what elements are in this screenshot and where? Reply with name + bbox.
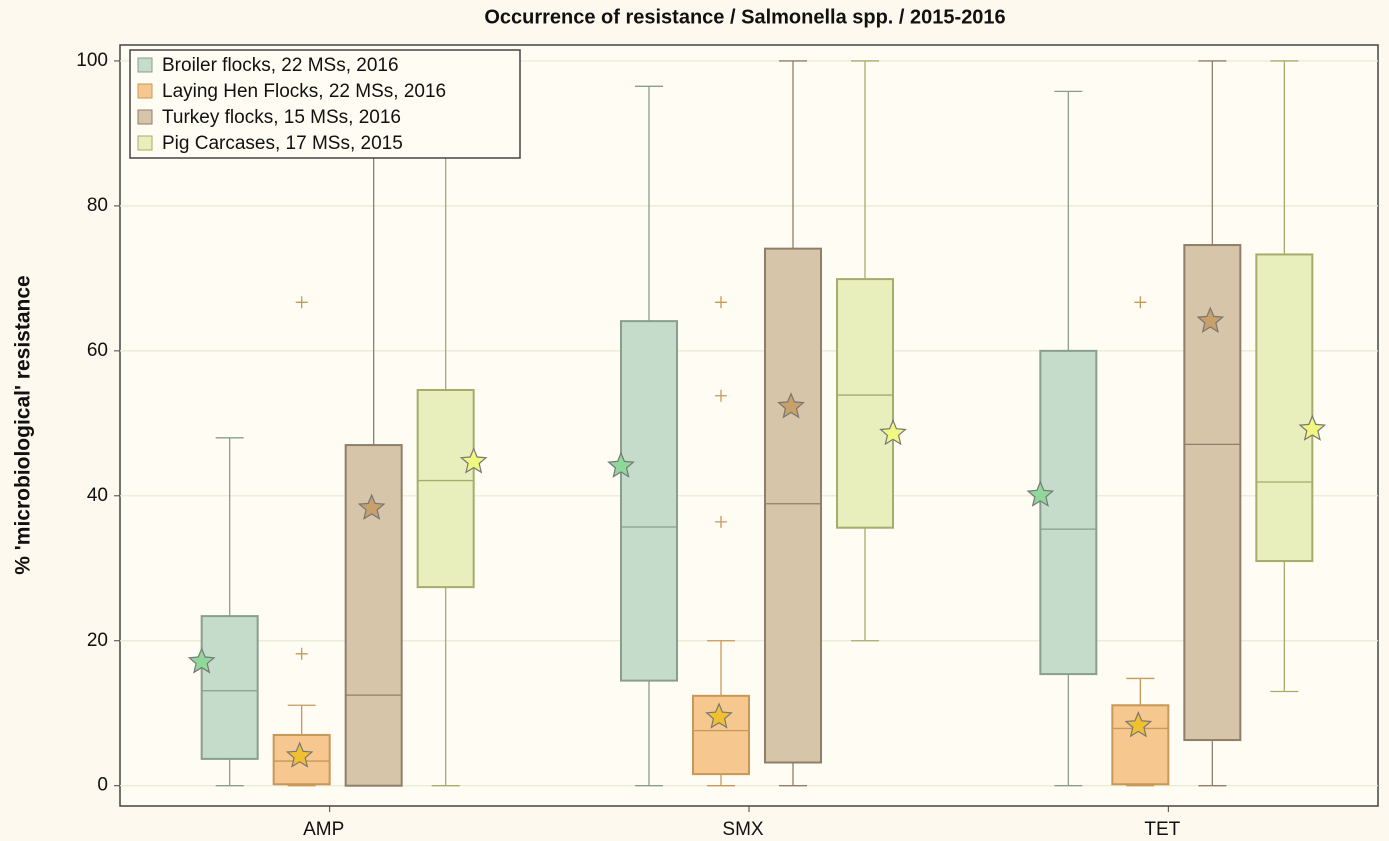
y-tick-label: 60 [87,340,108,361]
y-tick-label: 40 [87,485,108,506]
mean-marker [1124,711,1153,738]
x-tick-label: TET [1144,819,1180,840]
plot-area [119,44,1379,807]
y-tick-label: 80 [87,195,108,216]
legend-label: Laying Hen Flocks, 22 MSs, 2016 [162,81,446,102]
box [200,615,259,760]
outlier [715,515,727,528]
legend-swatch [137,83,153,99]
box [1039,349,1098,676]
box [836,278,894,529]
box [764,247,822,764]
legend-label: Turkey flocks, 15 MSs, 2016 [162,107,401,128]
y-tick-label: 20 [87,630,108,651]
x-tick-label: AMP [303,819,344,840]
mean-marker [1196,306,1225,333]
mean-marker [187,647,216,674]
box [620,320,678,682]
legend-swatch [137,109,153,125]
mean-marker [607,451,635,478]
legend-label: Pig Carcases, 17 MSs, 2015 [162,133,403,154]
box [1255,253,1314,563]
mean-marker [357,493,386,520]
outlier [1134,296,1147,309]
mean-marker [459,447,488,474]
y-axis-label: % 'microbiological' resistance [12,275,35,574]
y-tick-label: 0 [97,775,108,796]
mean-marker [1026,480,1055,507]
mean-marker [777,392,805,419]
chart-title: Occurrence of resistance / Salmonella sp… [484,6,1005,28]
mean-marker [705,702,733,729]
legend-box [129,49,521,159]
mean-marker [879,418,907,446]
legend-swatch [137,135,153,151]
y-tick-label: 100 [76,50,108,71]
legend-label: Broiler flocks, 22 MSs, 2016 [162,55,399,76]
x-tick-label: SMX [722,819,764,840]
box [416,388,475,589]
outlier [295,647,308,660]
outlier [715,296,727,309]
outlier [295,296,308,309]
legend-swatch [137,57,153,73]
mean-marker [285,741,314,768]
mean-marker [1298,414,1327,441]
box [344,444,403,787]
outlier [715,389,727,402]
